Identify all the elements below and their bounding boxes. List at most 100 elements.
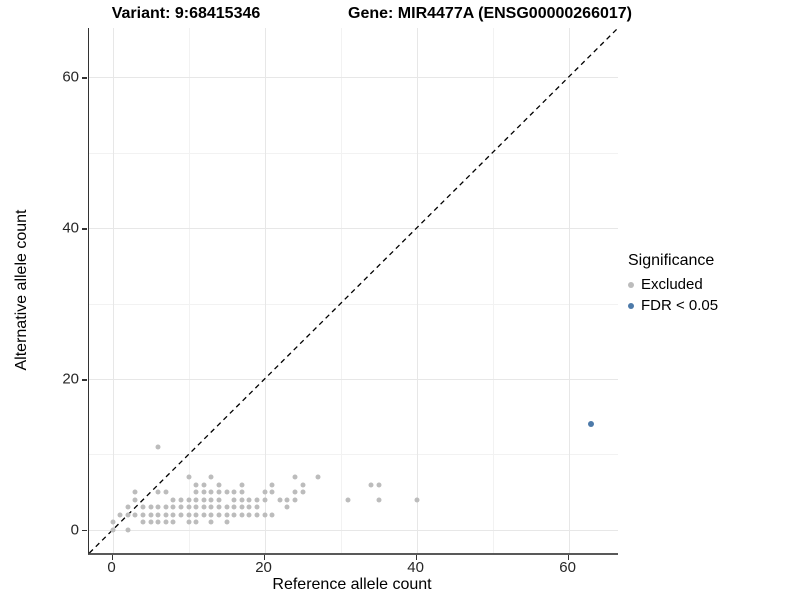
y-major-gridline [89, 379, 618, 380]
data-point-excluded [193, 489, 199, 495]
data-point-excluded [269, 489, 275, 495]
data-point-excluded [163, 519, 169, 525]
data-point-excluded [193, 512, 199, 518]
y-tick-label: 0 [70, 521, 79, 539]
data-point-excluded [193, 482, 199, 488]
y-minor-gridline [89, 303, 618, 305]
x-major-gridline [264, 28, 266, 553]
plot-panel [88, 27, 619, 555]
data-point-excluded [208, 497, 214, 503]
data-point-excluded [208, 512, 214, 518]
data-point-excluded [414, 497, 420, 503]
data-point-excluded [216, 504, 222, 510]
x-tick-mark [567, 555, 570, 560]
y-major-gridline [89, 77, 618, 79]
x-tick-mark [263, 555, 266, 560]
data-point-excluded [254, 512, 260, 518]
data-point-excluded [110, 519, 116, 525]
legend-title: Significance [628, 252, 715, 269]
data-point-excluded [178, 504, 184, 510]
data-point-excluded [254, 497, 260, 503]
data-point-excluded [262, 497, 268, 503]
data-point-excluded [315, 474, 321, 480]
data-point-excluded [376, 482, 382, 488]
y-tick-label: 60 [62, 68, 79, 86]
data-point-excluded [201, 489, 207, 495]
data-point-excluded [110, 527, 116, 533]
legend-dot-icon [628, 281, 634, 288]
data-point-excluded [170, 519, 176, 525]
data-point-excluded [292, 474, 298, 480]
data-point-excluded [170, 497, 176, 503]
data-point-excluded [125, 504, 131, 510]
plot-title-variant: Variant: 9:68415346 [111, 5, 261, 22]
data-point-excluded [193, 504, 199, 510]
legend-dot-icon [628, 302, 634, 309]
data-point-excluded [178, 497, 184, 503]
data-point-excluded [246, 497, 252, 503]
data-point-excluded [148, 504, 154, 510]
data-point-excluded [239, 489, 245, 495]
y-minor-gridline [89, 152, 618, 154]
data-point-excluded [201, 497, 207, 503]
data-point-excluded [170, 512, 176, 518]
legend-item-excluded: Excluded [628, 274, 793, 295]
data-point-excluded [186, 504, 192, 510]
y-tick-mark [81, 77, 87, 79]
data-point-excluded [186, 519, 192, 525]
data-point-excluded [186, 512, 192, 518]
data-point-excluded [155, 512, 161, 518]
data-point-excluded [208, 474, 214, 480]
data-point-excluded [262, 512, 268, 518]
y-minor-gridline [89, 454, 618, 456]
data-point-excluded [148, 512, 154, 518]
data-point-excluded [284, 504, 290, 510]
data-point-excluded [155, 444, 161, 450]
data-point-excluded [231, 489, 237, 495]
x-tick-label: 60 [559, 559, 576, 576]
x-tick-mark [415, 555, 418, 560]
y-tick-label: 20 [62, 370, 79, 388]
data-point-excluded [231, 497, 237, 503]
data-point-excluded [132, 497, 138, 503]
data-point-excluded [148, 519, 154, 525]
data-point-excluded [125, 527, 131, 533]
data-point-excluded [224, 489, 230, 495]
data-point-excluded [208, 504, 214, 510]
y-tick-label: 40 [62, 219, 79, 237]
data-point-excluded [292, 497, 298, 503]
y-major-gridline [89, 228, 618, 230]
x-minor-gridline [340, 28, 342, 553]
data-point-excluded [208, 519, 214, 525]
plot-title-gene: Gene: MIR4477A (ENSG00000266017) [348, 5, 632, 22]
x-minor-gridline [492, 28, 494, 553]
data-point-excluded [277, 497, 283, 503]
y-tick-mark [81, 379, 87, 381]
x-major-gridline [568, 28, 570, 553]
y-tick-mark [81, 228, 87, 230]
data-point-excluded [216, 512, 222, 518]
data-point-excluded [224, 519, 230, 525]
data-point-excluded [284, 497, 290, 503]
data-point-excluded [155, 489, 161, 495]
data-point-excluded [140, 519, 146, 525]
x-minor-gridline [188, 28, 190, 553]
x-tick-mark [111, 555, 114, 560]
x-axis-title: Reference allele count [272, 576, 432, 593]
x-major-gridline [416, 28, 418, 553]
y-tick-mark [81, 529, 87, 532]
legend-item-label: Excluded [641, 276, 703, 293]
data-point-excluded [224, 512, 230, 518]
legend: Significance Excluded FDR < 0.05 [628, 252, 793, 316]
data-point-excluded [368, 482, 374, 488]
data-point-excluded [246, 512, 252, 518]
data-point-excluded [208, 489, 214, 495]
data-point-excluded [117, 512, 123, 518]
data-point-excluded [178, 512, 184, 518]
data-point-excluded [132, 512, 138, 518]
data-point-excluded [239, 497, 245, 503]
data-point-excluded [155, 519, 161, 525]
data-point-excluded [140, 504, 146, 510]
y-axis-title: Alternative allele count [13, 209, 30, 371]
